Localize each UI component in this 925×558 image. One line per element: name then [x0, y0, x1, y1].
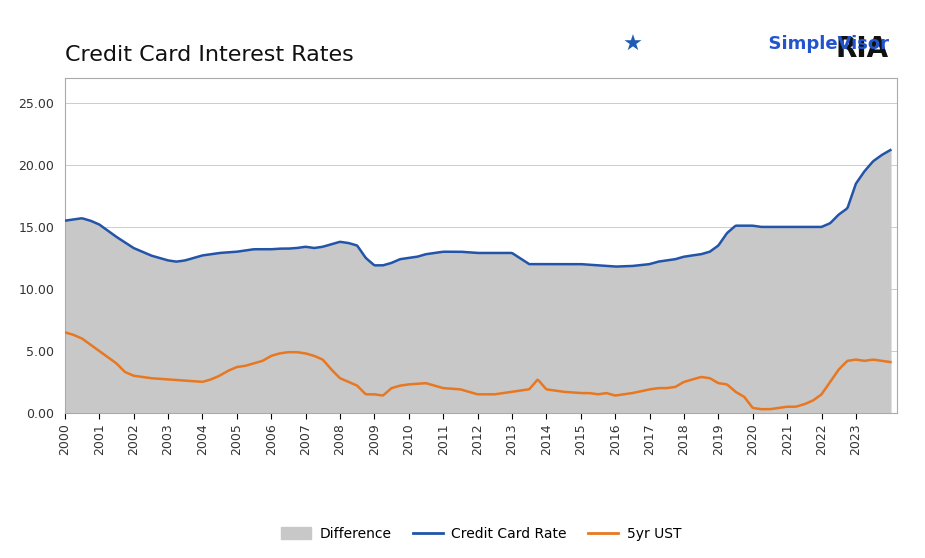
Legend: Difference, Credit Card Rate, 5yr UST: Difference, Credit Card Rate, 5yr UST [276, 522, 686, 547]
Text: SimpleVisor: SimpleVisor [756, 35, 889, 52]
Text: ★: ★ [623, 35, 643, 55]
Text: Credit Card Interest Rates: Credit Card Interest Rates [65, 45, 353, 65]
Text: RIA: RIA [836, 35, 889, 62]
